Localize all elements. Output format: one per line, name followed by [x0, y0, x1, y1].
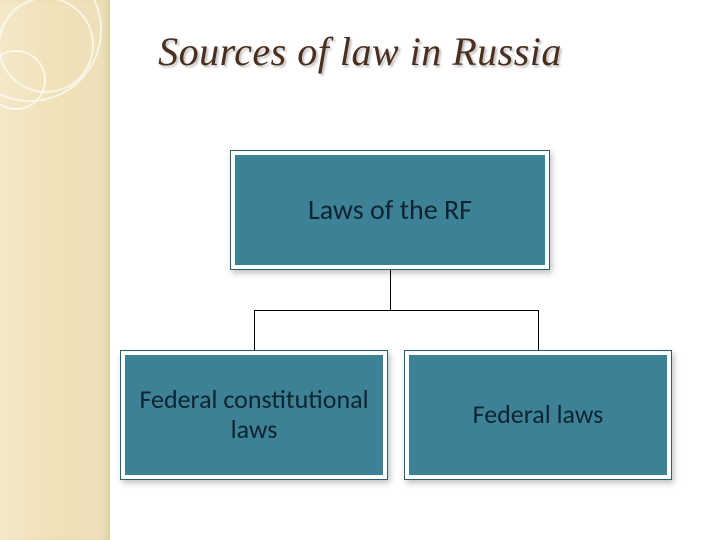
- node-label: Federal constitutional laws: [127, 385, 381, 445]
- slide-title: Sources of law in Russia: [0, 28, 720, 75]
- connector-vertical: [254, 310, 255, 350]
- node-label: Federal laws: [473, 400, 604, 430]
- connector-vertical: [390, 270, 391, 310]
- connector-horizontal: [254, 310, 539, 311]
- node-label: Laws of the RF: [308, 194, 472, 226]
- connector-vertical: [538, 310, 539, 350]
- node-right: Federal laws: [404, 350, 672, 480]
- slide: Sources of law in Russia Laws of the RF …: [0, 0, 720, 540]
- org-chart: Laws of the RF Federal constitutional la…: [120, 150, 680, 490]
- side-strip: [0, 0, 110, 540]
- node-left: Federal constitutional laws: [120, 350, 388, 480]
- node-root: Laws of the RF: [230, 150, 550, 270]
